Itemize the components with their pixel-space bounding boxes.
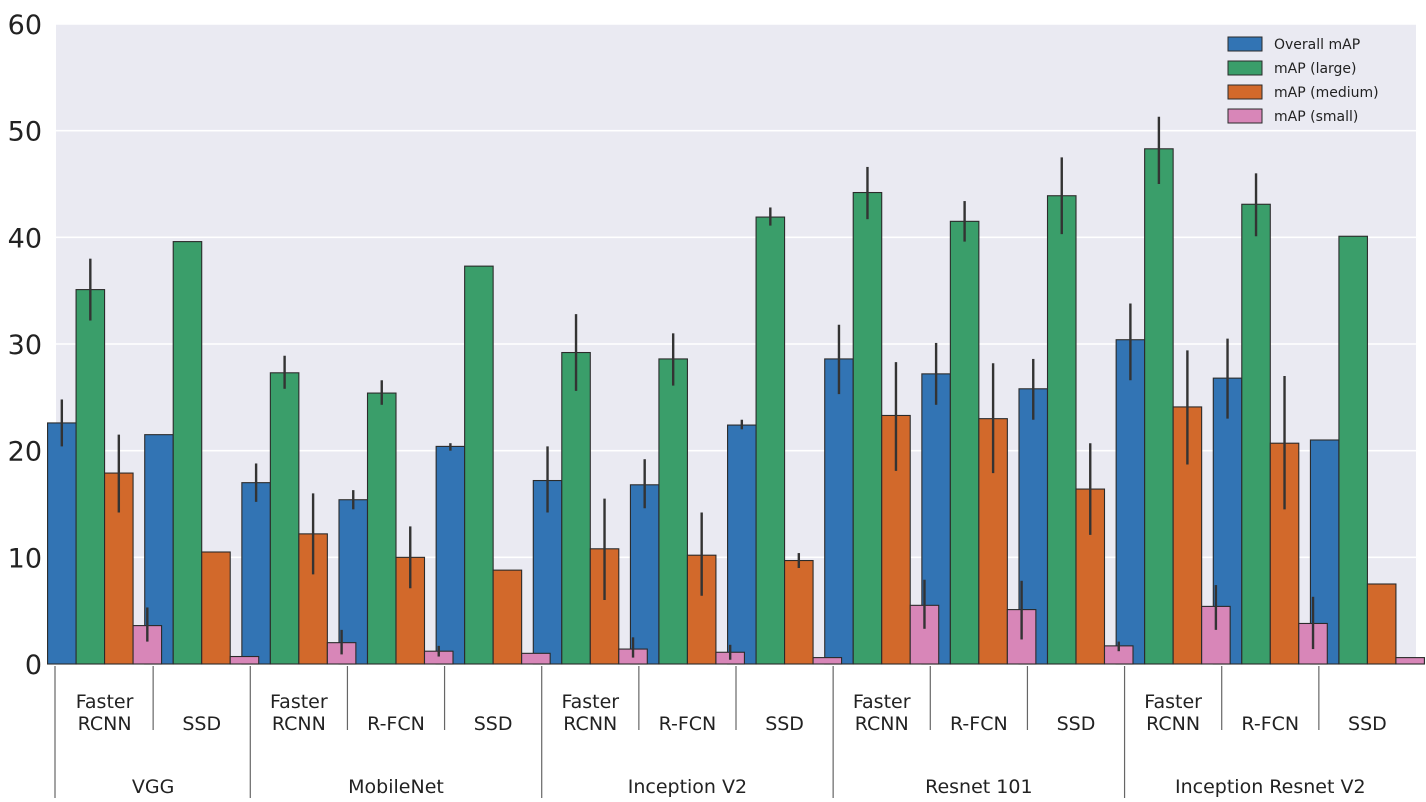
- y-tick-label: 30: [8, 330, 42, 361]
- y-axis-ticks: 0 10 20 30 40 50 60: [8, 10, 42, 681]
- category-label: Faster: [853, 691, 911, 713]
- legend-label: Overall mAP: [1274, 37, 1360, 53]
- legend-swatch: [1227, 36, 1263, 52]
- bar: [1046, 195, 1077, 665]
- bar: [521, 652, 551, 665]
- bar: [1366, 583, 1397, 665]
- category-label: RCNN: [78, 713, 132, 735]
- legend-swatch: [1227, 108, 1263, 124]
- category-label: R-FCN: [659, 713, 717, 735]
- bar: [949, 220, 980, 665]
- bars: [47, 116, 1425, 665]
- category-label: SSD: [474, 713, 513, 735]
- y-tick-label: 50: [8, 117, 42, 148]
- bar: [784, 559, 814, 665]
- bar: [435, 445, 466, 665]
- category-label: RCNN: [1146, 713, 1200, 735]
- bar: [824, 358, 854, 665]
- y-tick-label: 0: [25, 650, 42, 681]
- category-label: SSD: [182, 713, 221, 735]
- bar: [172, 241, 203, 665]
- category-label: SSD: [1057, 713, 1096, 735]
- legend: Overall mAP mAP (large) mAP (medium) mAP (s…: [1212, 30, 1408, 128]
- bar: [1115, 339, 1146, 665]
- bar: [561, 351, 591, 665]
- legend-label: mAP (small): [1274, 109, 1358, 125]
- category-label: Faster: [561, 691, 619, 713]
- category-label: RCNN: [855, 713, 909, 735]
- bar: [812, 657, 843, 665]
- category-label: RCNN: [563, 713, 617, 735]
- group-label: VGG: [132, 776, 174, 798]
- category-label: SSD: [765, 713, 804, 735]
- bar: [269, 372, 300, 665]
- legend-swatch: [1227, 60, 1263, 76]
- bar: [1241, 203, 1271, 665]
- y-tick-label: 40: [8, 223, 42, 254]
- bar: [755, 216, 786, 665]
- category-label: Faster: [1144, 691, 1202, 713]
- group-label: Resnet 101: [925, 776, 1032, 798]
- category-label: Faster: [270, 691, 328, 713]
- bar: [241, 482, 271, 665]
- category-label: R-FCN: [950, 713, 1008, 735]
- group-label: Inception V2: [628, 776, 747, 798]
- group-label: MobileNet: [348, 776, 444, 798]
- bar: [75, 289, 106, 665]
- bar: [366, 392, 397, 665]
- bar: [658, 358, 688, 665]
- bar: [229, 655, 260, 665]
- bar: [464, 265, 494, 665]
- bar: [1144, 148, 1174, 665]
- legend-label: mAP (medium): [1274, 85, 1379, 101]
- category-label: Faster: [76, 691, 134, 713]
- bar: [47, 422, 77, 665]
- bar: [492, 569, 523, 665]
- bar: [201, 551, 231, 665]
- legend-label: mAP (large): [1274, 61, 1357, 77]
- category-label: RCNN: [272, 713, 326, 735]
- legend-swatch: [1227, 84, 1263, 100]
- category-label: R-FCN: [367, 713, 425, 735]
- bar: [1338, 235, 1368, 665]
- bar: [852, 191, 883, 665]
- y-tick-label: 20: [8, 437, 42, 468]
- category-label: SSD: [1348, 713, 1387, 735]
- bar: [629, 484, 660, 665]
- y-tick-label: 60: [8, 10, 42, 41]
- group-label: Inception Resnet V2: [1175, 776, 1366, 798]
- bar: [1395, 657, 1425, 665]
- category-label: R-FCN: [1241, 713, 1299, 735]
- y-tick-label: 10: [8, 543, 42, 574]
- bar: [338, 499, 369, 665]
- bar: [727, 424, 757, 665]
